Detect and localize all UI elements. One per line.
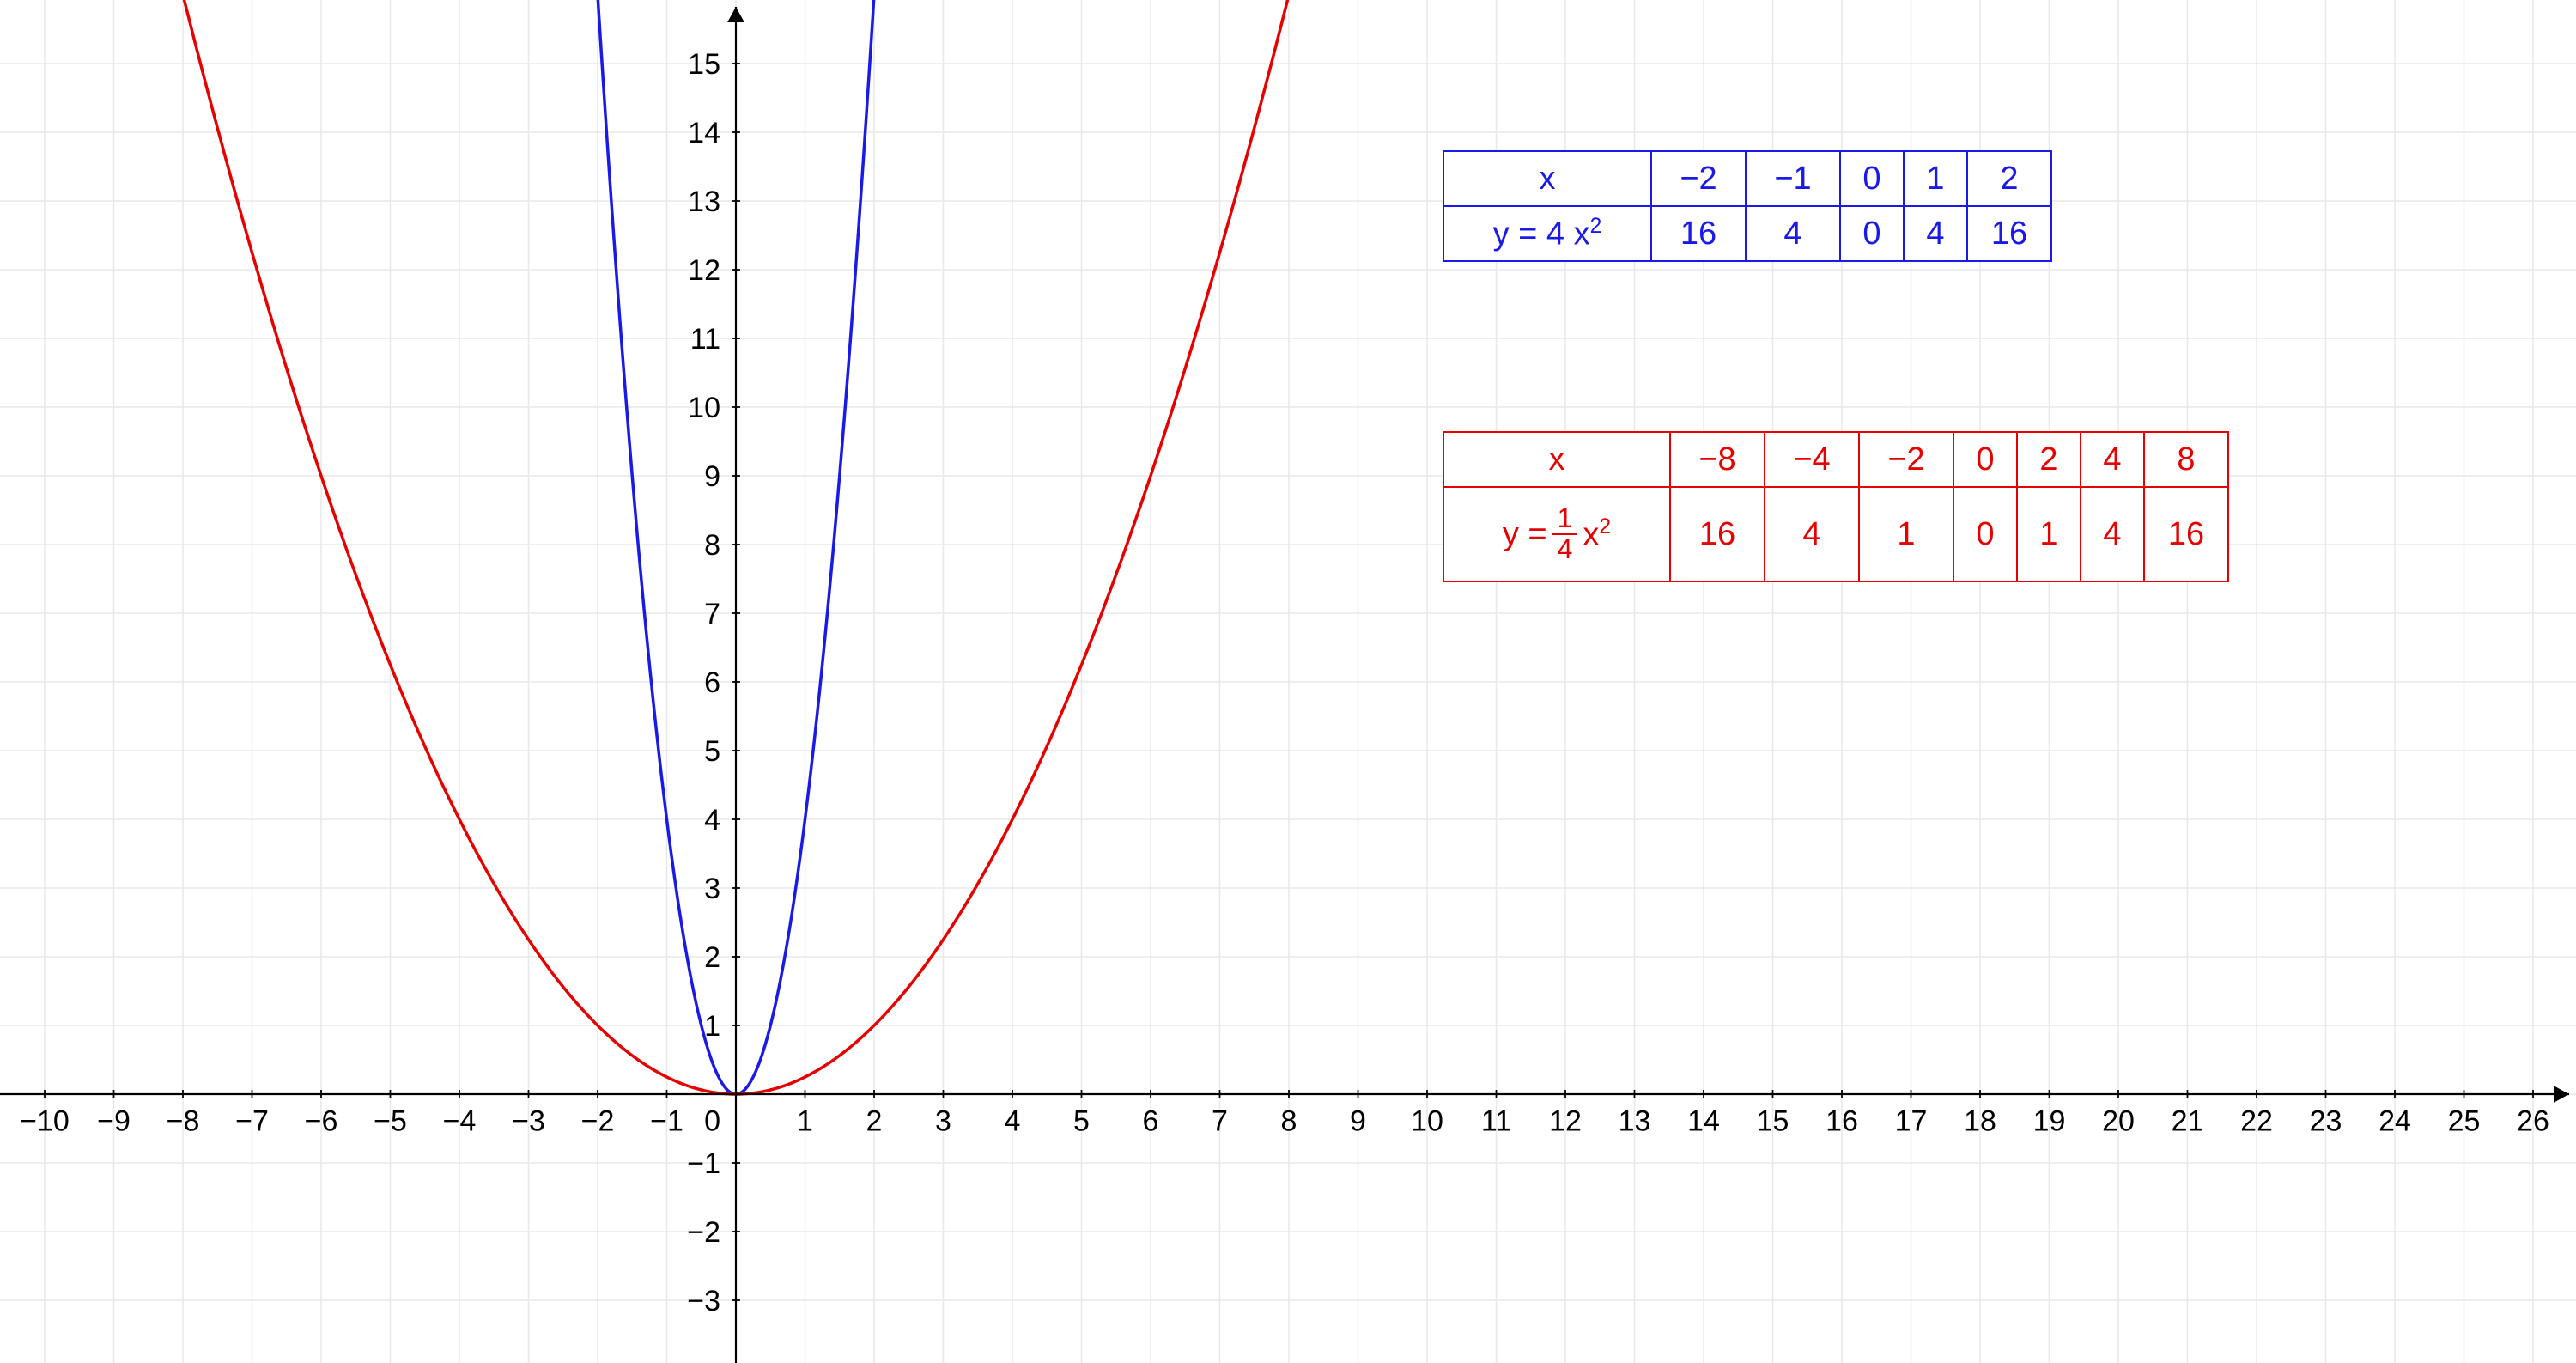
- y-tick-label: 14: [688, 117, 720, 149]
- y-tick-label: −3: [687, 1285, 720, 1317]
- table-cell: y =14x2: [1443, 487, 1670, 581]
- table-cell: 0: [1840, 151, 1904, 206]
- table-cell: 2: [1967, 151, 2051, 206]
- y-tick-label: 10: [688, 392, 720, 424]
- y-tick-label: 3: [704, 873, 720, 905]
- table-cell: −2: [1859, 432, 1953, 487]
- table-cell: 1: [2017, 487, 2081, 581]
- table-cell: 4: [1904, 206, 1967, 261]
- table-cell: 16: [1967, 206, 2051, 261]
- table-cell: 4: [2081, 432, 2144, 487]
- y-tick-label: 8: [704, 529, 720, 562]
- x-tick-label: 18: [1964, 1104, 1996, 1137]
- table-cell: 1: [1904, 151, 1967, 206]
- x-tick-label: −6: [305, 1104, 338, 1137]
- x-tick-label: −3: [512, 1104, 545, 1137]
- x-tick-label: 8: [1281, 1104, 1297, 1137]
- table-cell: 16: [2144, 487, 2228, 581]
- y-tick-label: 4: [704, 804, 720, 837]
- table-red: x−8−4−20248y =14x2164101416: [1443, 431, 2229, 582]
- x-tick-label: 21: [2172, 1104, 2204, 1137]
- table-cell: 16: [1670, 487, 1765, 581]
- y-tick-label: 15: [688, 48, 720, 81]
- x-tick-label: 17: [1895, 1104, 1928, 1137]
- y-tick-label: 6: [704, 666, 720, 699]
- y-tick-label: −2: [687, 1216, 720, 1249]
- x-tick-label: 19: [2033, 1104, 2066, 1137]
- table-cell: 8: [2144, 432, 2228, 487]
- x-tick-label: 5: [1073, 1104, 1090, 1137]
- table-cell: 4: [1765, 487, 1859, 581]
- x-tick-label: 2: [866, 1104, 883, 1137]
- x-tick-label: −4: [443, 1104, 477, 1137]
- table-cell: 1: [1859, 487, 1953, 581]
- table-cell: −1: [1746, 151, 1840, 206]
- table-cell: x: [1443, 432, 1670, 487]
- table-cell: 4: [2081, 487, 2144, 581]
- y-tick-label: 1: [704, 1010, 720, 1043]
- table-cell: 0: [1953, 432, 2017, 487]
- table-cell: 0: [1840, 206, 1904, 261]
- x-tick-label: −9: [97, 1104, 131, 1137]
- table-cell: 4: [1746, 206, 1840, 261]
- x-tick-label: −2: [581, 1104, 615, 1137]
- x-tick-label: 14: [1687, 1104, 1720, 1137]
- x-tick-label: 22: [2240, 1104, 2273, 1137]
- coordinate-plot: −10−9−8−7−6−5−4−3−2−10123456789101112131…: [0, 0, 2576, 1363]
- x-tick-label: 12: [1549, 1104, 1582, 1137]
- y-tick-label: 2: [704, 941, 720, 974]
- x-tick-label: 24: [2379, 1104, 2411, 1137]
- x-tick-label: 3: [935, 1104, 951, 1137]
- x-tick-label: 16: [1826, 1104, 1858, 1137]
- x-tick-label: 25: [2448, 1104, 2481, 1137]
- x-tick-label: −10: [20, 1104, 70, 1137]
- x-tick-label: 0: [704, 1104, 720, 1137]
- x-tick-label: −5: [374, 1104, 407, 1137]
- y-tick-label: 9: [704, 460, 720, 493]
- x-tick-label: 9: [1350, 1104, 1366, 1137]
- table-blue: x−2−1012y = 4 x21640416: [1443, 150, 2052, 262]
- x-tick-label: 7: [1212, 1104, 1228, 1137]
- y-tick-label: 5: [704, 735, 720, 768]
- y-tick-label: −1: [687, 1147, 720, 1180]
- x-tick-label: 6: [1143, 1104, 1159, 1137]
- x-tick-label: −1: [650, 1104, 683, 1137]
- table-cell: x: [1443, 151, 1651, 206]
- x-tick-label: 11: [1481, 1104, 1511, 1137]
- x-tick-label: 1: [797, 1104, 813, 1137]
- x-tick-label: 15: [1757, 1104, 1789, 1137]
- table-cell: 0: [1953, 487, 2017, 581]
- y-tick-label: 11: [690, 323, 720, 356]
- x-tick-label: 26: [2517, 1104, 2549, 1137]
- grid: [0, 0, 2576, 1363]
- x-tick-label: 20: [2102, 1104, 2135, 1137]
- y-tick-label: 7: [704, 598, 720, 630]
- y-tick-label: 13: [688, 186, 720, 218]
- x-tick-label: −8: [167, 1104, 200, 1137]
- x-tick-label: −7: [235, 1104, 269, 1137]
- table-cell: 2: [2017, 432, 2081, 487]
- x-tick-label: 13: [1619, 1104, 1651, 1137]
- table-cell: y = 4 x2: [1443, 206, 1651, 261]
- table-cell: −4: [1765, 432, 1859, 487]
- table-cell: 16: [1651, 206, 1746, 261]
- table-cell: −8: [1670, 432, 1765, 487]
- x-tick-label: 4: [1005, 1104, 1021, 1137]
- table-cell: −2: [1651, 151, 1746, 206]
- x-tick-label: 10: [1411, 1104, 1443, 1137]
- x-tick-label: 23: [2310, 1104, 2342, 1137]
- axes: −10−9−8−7−6−5−4−3−2−10123456789101112131…: [0, 7, 2569, 1363]
- y-tick-label: 12: [688, 254, 720, 287]
